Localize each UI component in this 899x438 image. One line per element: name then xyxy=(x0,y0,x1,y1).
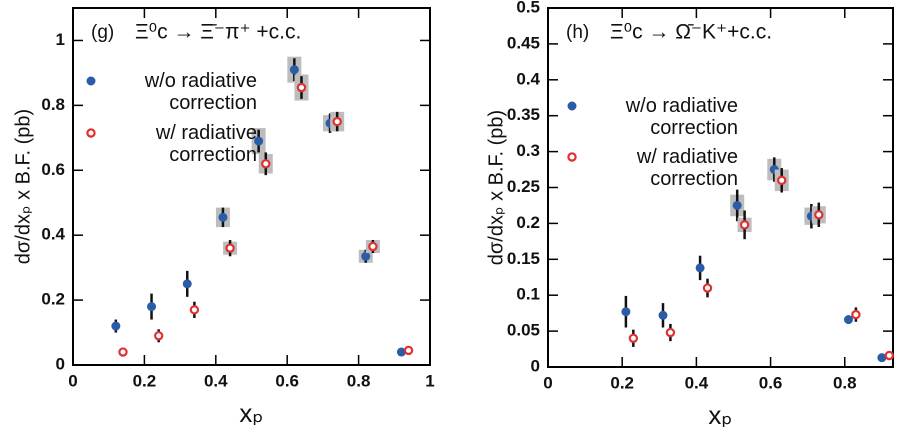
y-tick-label: 0.8 xyxy=(41,95,65,114)
x-tick-label: 0.4 xyxy=(204,371,228,390)
point xyxy=(814,210,824,220)
y-tick-label: 0.05 xyxy=(507,321,540,340)
plot-frame xyxy=(72,7,431,366)
x-tick-label: 0.6 xyxy=(275,371,299,390)
point xyxy=(296,82,307,93)
chart-title: Ξ⁰c → Ω̄⁻K⁺+c.c. xyxy=(610,21,772,44)
legend-entry: w/ radiative correction xyxy=(636,146,738,190)
y-tick-label: 0.2 xyxy=(41,290,65,309)
point xyxy=(851,309,861,320)
point xyxy=(218,212,228,222)
point xyxy=(702,283,713,293)
x-tick-label: 0 xyxy=(68,371,77,390)
point xyxy=(254,136,264,146)
y-tick-label: 0 xyxy=(531,356,540,375)
x-tick-label: 0.6 xyxy=(759,373,783,392)
x-tick-label: 0.2 xyxy=(610,373,634,392)
point xyxy=(368,241,378,252)
point xyxy=(884,350,894,361)
point xyxy=(289,65,299,75)
point xyxy=(147,302,157,312)
y-tick-label: 1 xyxy=(56,30,65,49)
y-tick-label: 0 xyxy=(56,354,65,373)
x-axis-label: xₚ xyxy=(239,398,263,428)
point xyxy=(118,347,128,357)
legend-entry: w/ radiative correction xyxy=(155,122,257,166)
x-tick-label: 1 xyxy=(425,371,434,390)
point xyxy=(361,251,371,261)
point xyxy=(628,333,639,343)
plot-frame xyxy=(547,7,894,368)
legend-marker xyxy=(567,152,577,162)
y-tick-label: 0.15 xyxy=(507,249,540,268)
point xyxy=(843,315,853,325)
x-tick-label: 0.2 xyxy=(133,371,157,390)
point xyxy=(225,243,235,253)
legend-marker xyxy=(86,128,96,138)
y-tick-label: 0.6 xyxy=(41,160,65,179)
y-axis-label: dσ/dxₚ x B.F. (pb) xyxy=(12,109,34,264)
y-tick-label: 0.25 xyxy=(507,177,540,196)
legend-marker xyxy=(86,76,96,86)
legend-entry: w/o radiative correction xyxy=(144,70,257,114)
x-axis-label: xₚ xyxy=(708,400,732,430)
panel-label: (h) xyxy=(566,22,589,43)
x-tick-label: 0 xyxy=(543,373,552,392)
point xyxy=(189,305,200,315)
point xyxy=(732,200,742,210)
point xyxy=(111,321,121,331)
point xyxy=(153,331,164,341)
y-tick-label: 0.45 xyxy=(507,33,540,52)
point xyxy=(332,116,342,127)
y-tick-label: 0.2 xyxy=(516,213,540,232)
y-tick-label: 0.5 xyxy=(516,0,540,16)
x-tick-label: 0.8 xyxy=(347,371,371,390)
point xyxy=(261,159,271,169)
y-tick-label: 0.4 xyxy=(41,225,65,244)
legend-entry: w/o radiative correction xyxy=(625,95,738,139)
legend-marker xyxy=(567,101,577,111)
chart-title: Ξ⁰c → Ξ̄⁻π⁺ +c.c. xyxy=(135,21,301,44)
y-tick-label: 0.35 xyxy=(507,105,540,124)
panel-label: (g) xyxy=(91,22,114,43)
point xyxy=(665,327,676,338)
point xyxy=(621,307,631,317)
y-axis-label: dσ/dxₚ x B.F. (pb) xyxy=(485,110,507,265)
x-tick-label: 0.8 xyxy=(833,373,857,392)
point xyxy=(739,220,750,230)
x-tick-label: 0.4 xyxy=(685,373,709,392)
point xyxy=(182,279,192,289)
y-tick-label: 0.4 xyxy=(516,69,540,88)
point xyxy=(658,310,668,320)
y-tick-label: 0.1 xyxy=(516,285,540,304)
point xyxy=(403,345,414,356)
point xyxy=(695,263,705,273)
y-tick-label: 0.3 xyxy=(516,141,540,160)
point xyxy=(777,175,787,186)
